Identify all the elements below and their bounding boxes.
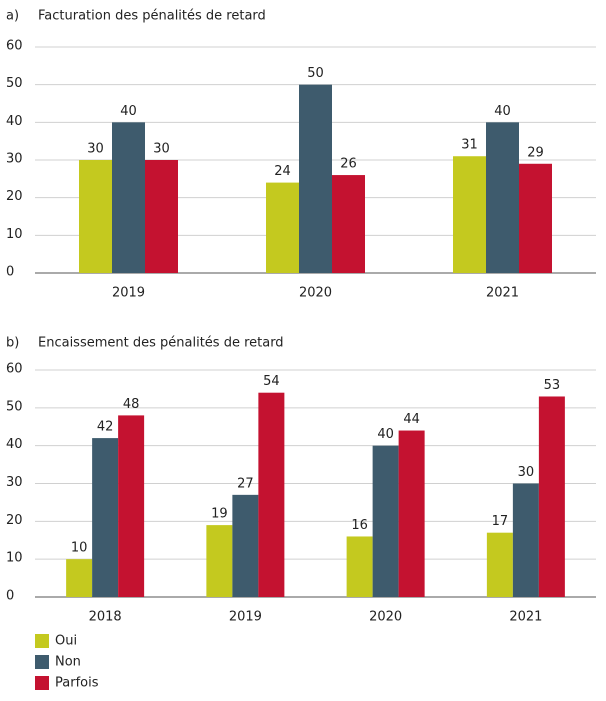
data-label: 26 (340, 157, 357, 172)
bar (486, 122, 519, 273)
x-tick-label: 2020 (369, 610, 402, 625)
x-tick-label: 2021 (486, 286, 519, 301)
legend-label: Non (55, 655, 81, 670)
data-label: 29 (527, 145, 544, 160)
data-label: 27 (237, 476, 254, 491)
data-label: 48 (123, 397, 140, 412)
data-label: 42 (97, 420, 114, 435)
bar (118, 415, 145, 597)
y-tick-label: 10 (6, 227, 23, 242)
data-label: 31 (461, 138, 478, 153)
legend-label: Parfois (55, 676, 99, 691)
bar (66, 559, 93, 597)
x-tick-label: 2019 (229, 610, 262, 625)
y-tick-label: 0 (6, 265, 14, 280)
y-tick-label: 20 (6, 513, 23, 528)
x-tick-label: 2018 (89, 610, 122, 625)
data-label: 16 (351, 518, 368, 533)
bar (512, 483, 539, 597)
bar (92, 438, 119, 597)
data-label: 10 (71, 541, 88, 556)
bar (145, 160, 178, 273)
legend-label: Oui (55, 634, 77, 649)
data-label: 40 (494, 104, 511, 119)
y-tick-label: 0 (6, 589, 14, 604)
data-label: 53 (544, 378, 561, 393)
bar (346, 536, 373, 597)
data-label: 44 (403, 412, 420, 427)
y-tick-label: 40 (6, 437, 23, 452)
bar (79, 160, 112, 273)
y-tick-label: 30 (6, 152, 23, 167)
chart-label: a) (6, 9, 19, 24)
y-tick-label: 40 (6, 114, 23, 129)
bar (372, 445, 399, 597)
bar (112, 122, 145, 273)
bar (206, 525, 233, 597)
chart-label: b) (6, 336, 19, 351)
data-label: 40 (120, 104, 137, 119)
bar (332, 175, 365, 273)
y-tick-label: 50 (6, 76, 23, 91)
data-label: 54 (263, 374, 280, 389)
x-tick-label: 2021 (509, 610, 542, 625)
y-tick-label: 50 (6, 399, 23, 414)
bar (299, 84, 332, 274)
bar (258, 392, 285, 597)
data-label: 30 (87, 142, 104, 157)
data-label: 24 (274, 164, 291, 179)
y-tick-label: 30 (6, 475, 23, 490)
y-tick-label: 20 (6, 189, 23, 204)
data-label: 17 (492, 514, 509, 529)
bar (266, 182, 299, 273)
bar (453, 156, 486, 273)
bar (232, 494, 259, 597)
bar (519, 163, 552, 273)
x-tick-label: 2019 (112, 286, 145, 301)
bar (398, 430, 425, 597)
bar (538, 396, 565, 597)
data-label: 30 (153, 142, 170, 157)
y-tick-label: 60 (6, 362, 23, 377)
legend-swatch (35, 655, 49, 669)
data-label: 40 (377, 427, 394, 442)
data-label: 30 (518, 465, 535, 480)
y-tick-label: 10 (6, 551, 23, 566)
data-label: 19 (211, 507, 228, 522)
legend-swatch (35, 676, 49, 690)
chart-title: Facturation des pénalités de retard (38, 9, 266, 24)
y-tick-label: 60 (6, 39, 23, 54)
x-tick-label: 2020 (299, 286, 332, 301)
data-label: 50 (307, 66, 324, 81)
legend-swatch (35, 634, 49, 648)
chart-title: Encaissement des pénalités de retard (38, 336, 284, 351)
bar (486, 532, 513, 597)
